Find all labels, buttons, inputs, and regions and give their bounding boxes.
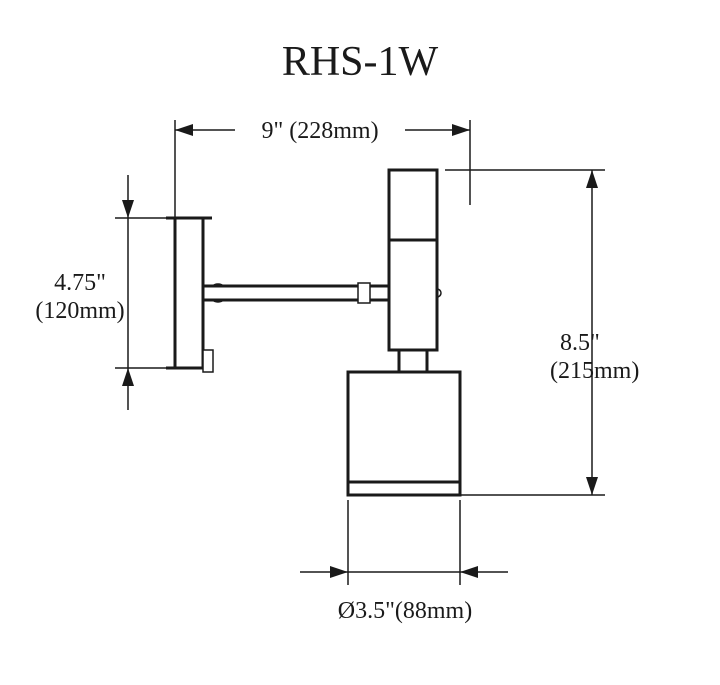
model-title: RHS-1W [282, 39, 439, 85]
dimension-right-label1: 8.5" [560, 330, 600, 356]
dimension-drawing: RHS-1W 9" (228mm) 4.75" (120mm) 8.5" ( [0, 0, 720, 685]
dimension-left-label2: (120mm) [35, 298, 124, 324]
dimension-left-label1: 4.75" [54, 270, 106, 296]
dimension-top-label: 9" (228mm) [261, 118, 378, 144]
dimension-right-label2: (215mm) [550, 358, 639, 384]
shade [348, 372, 460, 495]
product-outline [166, 170, 460, 495]
dimension-top-width: 9" (228mm) [175, 118, 470, 218]
dimension-bottom-diameter: Ø3.5"(88mm) [300, 500, 508, 624]
dimension-left-height: 4.75" (120mm) [35, 175, 180, 410]
dimension-bottom-label: Ø3.5"(88mm) [338, 598, 472, 624]
lamp-head [389, 170, 437, 372]
dimension-right-height: 8.5" (215mm) [445, 170, 639, 495]
